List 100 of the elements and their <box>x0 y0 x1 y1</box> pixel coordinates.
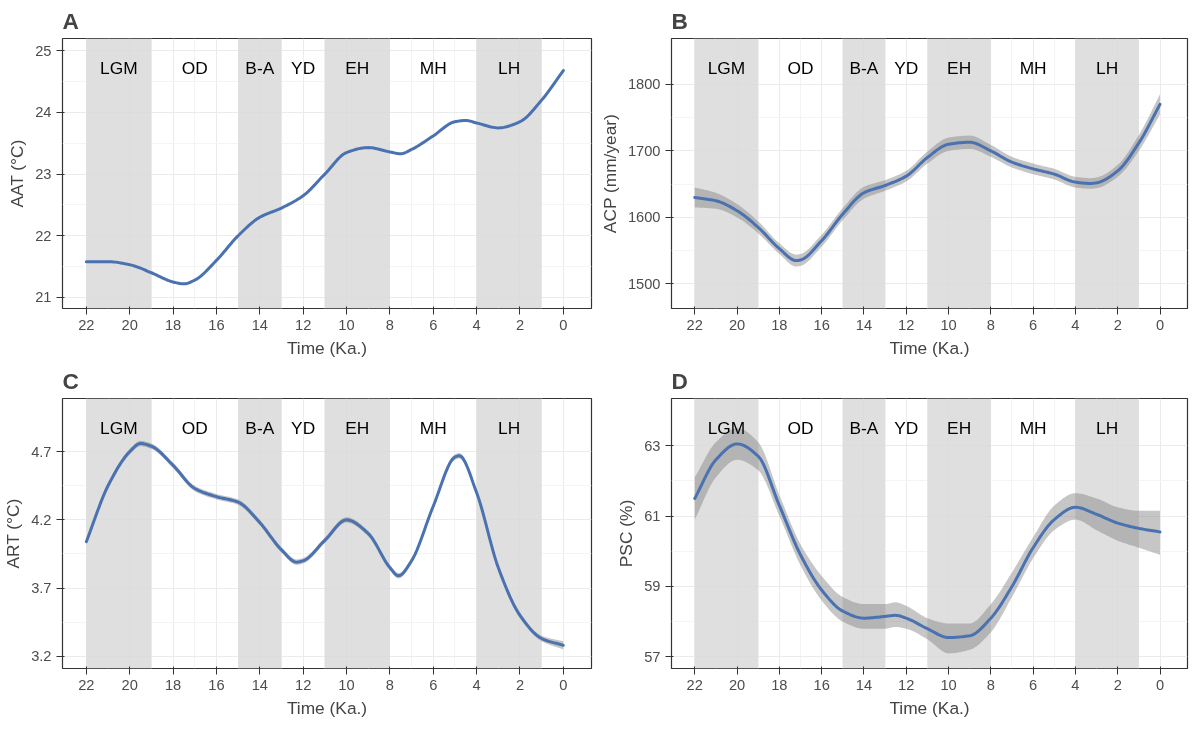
x-tick-label: 6 <box>429 316 438 333</box>
y-tick-label: 57 <box>644 648 661 665</box>
band-label: LH <box>1096 418 1119 439</box>
y-tick-label: 1500 <box>627 275 661 292</box>
x-axis-title: Time (Ka.) <box>889 337 970 358</box>
x-tick-label: 2 <box>515 316 525 333</box>
x-tick-label: 8 <box>385 316 394 333</box>
x-tick-label: 0 <box>559 316 568 333</box>
chart-title: B <box>671 7 688 34</box>
y-axis-title: ART (°C) <box>3 498 24 569</box>
x-tick-label: 10 <box>338 316 355 333</box>
x-tick-label: 22 <box>78 676 95 693</box>
chart-title: C <box>62 367 79 394</box>
band-label: B-A <box>245 58 275 79</box>
x-tick-label: 22 <box>78 316 95 333</box>
x-tick-label: 6 <box>429 676 438 693</box>
band-label: LGM <box>707 418 746 439</box>
x-tick-label: 10 <box>940 676 957 693</box>
x-tick-label: 14 <box>251 316 268 333</box>
chart-title: D <box>671 367 688 394</box>
x-tick-label: 8 <box>986 316 995 333</box>
x-axis-title: Time (Ka.) <box>286 337 368 358</box>
x-tick-label: 20 <box>121 676 138 693</box>
annotation: OD <box>787 418 814 439</box>
x-tick-label: 12 <box>898 676 915 693</box>
y-axis-title: PSC (%) <box>616 499 637 568</box>
band-label: B-A <box>245 418 275 439</box>
x-tick-label: 4 <box>1071 676 1080 693</box>
x-tick-label: 10 <box>338 676 355 693</box>
y-axis-title: ACP (mm/year) <box>599 114 620 234</box>
x-tick-label: 6 <box>1029 676 1038 693</box>
band-label: EH <box>345 58 370 79</box>
x-axis-title: Time (Ka.) <box>889 697 970 718</box>
x-tick-label: 0 <box>559 676 568 693</box>
x-tick-label: 4 <box>1071 316 1080 333</box>
y-tick-label: 22 <box>35 227 52 244</box>
x-axis-title: Time (Ka.) <box>286 697 368 718</box>
annotation: MH <box>1019 58 1047 79</box>
annotation: OD <box>787 58 814 79</box>
x-tick-label: 6 <box>1029 316 1038 333</box>
x-tick-label: 20 <box>121 316 138 333</box>
y-tick-label: 63 <box>644 437 661 454</box>
x-tick-label: 16 <box>208 316 225 333</box>
band-label: LGM <box>100 418 138 439</box>
x-tick-label: 2 <box>515 676 525 693</box>
band-label: LGM <box>707 58 746 79</box>
x-tick-label: 22 <box>686 316 703 333</box>
x-tick-label: 0 <box>1155 316 1165 333</box>
annotation: YD <box>291 58 316 79</box>
x-tick-label: 20 <box>728 316 746 333</box>
band-label: EH <box>345 418 370 439</box>
x-tick-label: 18 <box>771 676 788 693</box>
annotation: OD <box>181 58 208 79</box>
band-label: B-A <box>849 418 879 439</box>
x-tick-label: 16 <box>208 676 225 693</box>
annotation: MH <box>419 58 447 79</box>
x-tick-label: 20 <box>728 676 746 693</box>
x-tick-label: 14 <box>855 676 873 693</box>
y-tick-label: 1600 <box>627 209 661 226</box>
x-tick-label: 2 <box>1113 316 1122 333</box>
y-tick-label: 61 <box>644 508 661 525</box>
x-tick-label: 16 <box>813 316 830 333</box>
band-label: LH <box>498 58 521 79</box>
band-label: EH <box>947 418 972 439</box>
x-tick-label: 12 <box>295 676 312 693</box>
x-tick-label: 8 <box>385 676 394 693</box>
y-tick-label: 59 <box>644 578 661 595</box>
x-tick-label: 12 <box>898 316 915 333</box>
band-label: EH <box>947 58 972 79</box>
x-tick-label: 4 <box>472 676 481 693</box>
band-label: B-A <box>849 58 879 79</box>
x-tick-label: 10 <box>940 316 957 333</box>
band-label: LGM <box>100 58 138 79</box>
chart-title: A <box>62 7 79 34</box>
y-tick-label: 21 <box>35 289 52 306</box>
annotation: MH <box>419 418 447 439</box>
x-tick-label: 18 <box>771 316 788 333</box>
annotation: YD <box>894 418 919 439</box>
y-tick-label: 3.2 <box>31 648 52 665</box>
y-tick-label: 1700 <box>627 142 661 159</box>
y-tick-label: 4.2 <box>31 511 52 528</box>
band-label: LH <box>1096 58 1119 79</box>
x-tick-label: 12 <box>295 316 312 333</box>
y-tick-label: 1800 <box>627 76 661 93</box>
x-tick-label: 8 <box>986 676 995 693</box>
annotation: MH <box>1019 418 1047 439</box>
x-tick-label: 16 <box>813 676 830 693</box>
y-tick-label: 25 <box>35 42 52 59</box>
annotation: YD <box>291 418 316 439</box>
annotation: YD <box>894 58 919 79</box>
band-label: LH <box>498 418 521 439</box>
x-tick-label: 14 <box>855 316 873 333</box>
x-tick-label: 14 <box>251 676 268 693</box>
x-tick-label: 18 <box>164 316 182 333</box>
y-tick-label: 24 <box>35 104 52 121</box>
y-tick-label: 3.7 <box>31 580 52 597</box>
x-tick-label: 18 <box>164 676 182 693</box>
x-tick-label: 0 <box>1155 676 1165 693</box>
y-tick-label: 23 <box>35 166 52 183</box>
x-tick-label: 4 <box>472 316 481 333</box>
